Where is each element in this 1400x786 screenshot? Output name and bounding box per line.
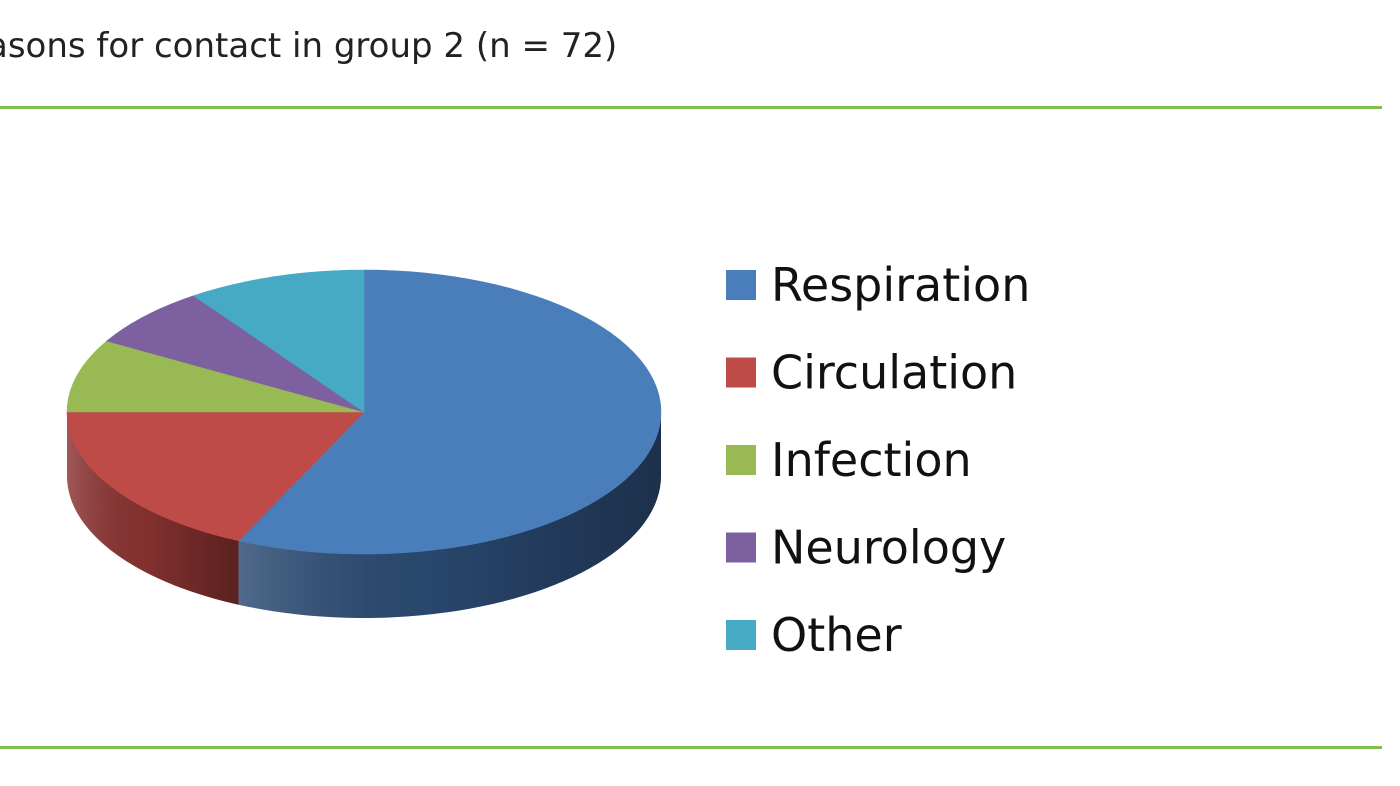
pie-sides <box>67 412 662 618</box>
legend-swatch-infection <box>726 445 756 475</box>
legend-label-circulation: Circulation <box>771 346 1017 400</box>
pie-tops <box>66 269 662 555</box>
pie-slice-other <box>192 269 365 413</box>
legend-label-neurology: Neurology <box>771 521 1006 575</box>
legend-swatch-neurology <box>726 532 756 563</box>
bottom-rule <box>0 746 1382 749</box>
pie-slice-circulation <box>66 411 365 542</box>
pie-side-shade-circulation <box>67 412 239 605</box>
legend-swatch-other <box>726 620 756 650</box>
pie-slice-respiration <box>237 269 662 555</box>
legend-label-infection: Infection <box>771 433 972 487</box>
legend-swatch-circulation <box>726 357 756 388</box>
pie-slice-neurology <box>106 295 365 413</box>
pie-side-shade-respiration <box>238 412 662 618</box>
legend: Respiration Circulation Infection Neurology… <box>726 258 1030 662</box>
legend-label-respiration: Respiration <box>771 258 1030 312</box>
top-rule <box>0 106 1382 109</box>
pie-slice-infection <box>66 340 365 413</box>
figure-title: asons for contact in group 2 (n = 72) <box>0 26 618 66</box>
legend-label-other: Other <box>771 608 902 662</box>
legend-swatch-respiration <box>726 270 756 300</box>
